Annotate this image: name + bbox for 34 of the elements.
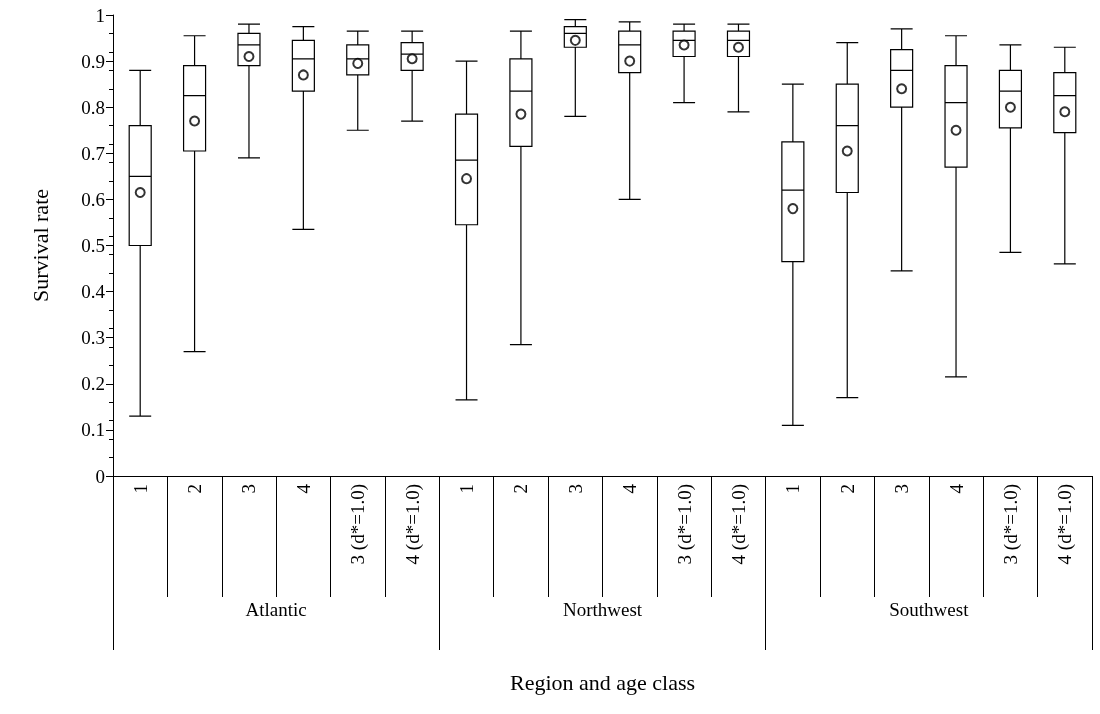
x-tick-label: 4 (d*=1.0) [727, 484, 750, 565]
y-tick-label: 0.9 [81, 50, 105, 72]
y-tick-label: 0 [95, 465, 105, 487]
x-tick-label: 4 [292, 483, 314, 494]
y-tick-label: 0.7 [81, 142, 105, 164]
y-tick-label: 0.2 [81, 373, 105, 395]
y-tick-label: 0.3 [81, 327, 105, 349]
x-tick-label: 2 [836, 484, 858, 494]
x-tick-label: 3 [891, 484, 913, 494]
x-tick-label: 1 [129, 484, 151, 494]
x-tick-label: 3 (d*=1.0) [673, 484, 696, 565]
x-tick-label: 4 [619, 483, 641, 494]
x-tick-label: 4 [945, 483, 967, 494]
text: Atlantic [245, 599, 307, 620]
x-tick-label: 3 (d*=1.0) [347, 484, 370, 565]
y-tick-label: 1 [95, 4, 105, 26]
text: Southwest [889, 599, 970, 620]
x-tick-label: 4 (d*=1.0) [401, 484, 424, 565]
y-tick-label: 0.5 [81, 235, 105, 256]
y-tick-label: 0.4 [81, 281, 106, 303]
x-tick-label: 3 (d*=1.0) [999, 484, 1022, 565]
x-tick-label: 3 [564, 484, 586, 494]
y-axis-title: Survival rate [27, 188, 53, 303]
y-tick-label: 0.8 [81, 96, 105, 118]
y-tick-label: 0.6 [81, 188, 105, 210]
x-tick-label: 1 [782, 484, 804, 494]
x-axis-title: Region and age class [509, 669, 696, 695]
x-tick-label: 1 [456, 484, 478, 494]
x-tick-label: 2 [510, 484, 532, 494]
x-tick-label: 2 [184, 484, 206, 494]
y-tick-label: 0.1 [81, 419, 105, 441]
x-tick-label: 4 (d*=1.0) [1054, 484, 1077, 565]
text: Northwest [562, 599, 643, 620]
x-tick-label: 3 [238, 484, 260, 494]
